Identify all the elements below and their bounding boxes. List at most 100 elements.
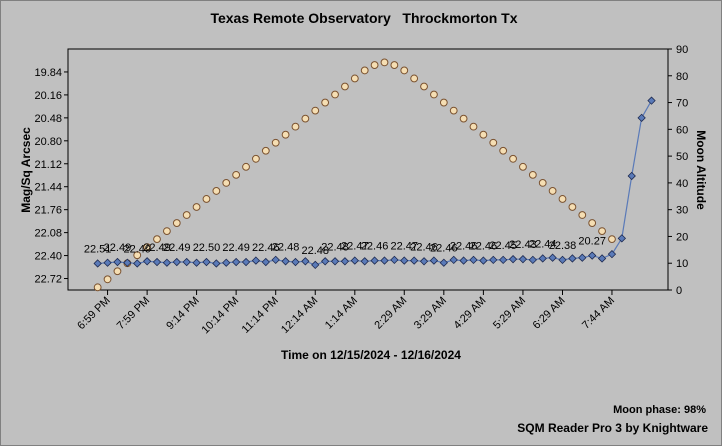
sqm-point: [222, 258, 231, 267]
y2-tick-label: 20: [676, 231, 688, 243]
sqm-point: [390, 255, 399, 265]
moon-altitude-point: [133, 251, 142, 260]
y2-axis-title: Moon Altitude: [694, 130, 708, 210]
sqm-point: [291, 257, 300, 267]
sqm-point: [301, 257, 310, 266]
moon-altitude-point: [578, 211, 587, 219]
sqm-point: [271, 255, 280, 265]
y-tick-label: 22.72: [34, 274, 62, 286]
x-tick-label: 4:29 AM: [451, 295, 488, 332]
sqm-point: [330, 257, 340, 266]
sqm-point: [548, 253, 557, 262]
sqm-point: [231, 257, 241, 267]
sqm-data-label: 22.47: [390, 241, 418, 253]
sqm-data-label: 22.50: [193, 242, 221, 254]
sqm-point: [528, 255, 538, 265]
x-axis-title: Time on 12/15/2024 - 12/16/2024: [281, 348, 461, 362]
sqm-point: [489, 255, 498, 265]
moon-altitude-point: [469, 122, 478, 131]
sqm-point: [93, 259, 102, 268]
moon-altitude-point: [598, 227, 606, 235]
moon-altitude-point: [489, 138, 498, 147]
moon-altitude-series: [93, 58, 616, 292]
sqm-point: [261, 257, 270, 267]
sqm-point: [202, 257, 211, 267]
moon-altitude-point: [311, 106, 320, 115]
x-tick-label: 9:14 PM: [164, 295, 201, 332]
moon-altitude-point: [172, 219, 181, 227]
sqm-point: [538, 254, 547, 263]
y2-tick-label: 80: [676, 71, 688, 83]
moon-altitude-point: [212, 187, 221, 195]
sqm-point: [241, 257, 251, 267]
sqm-point: [419, 257, 429, 266]
sqm-point: [459, 256, 468, 265]
moon-phase-text: Moon phase: 98%: [613, 404, 706, 416]
moon-altitude-point: [93, 283, 102, 292]
sqm-data-label: 22.49: [104, 242, 132, 254]
moon-altitude-point: [341, 82, 349, 91]
x-tick-label: 3:29 AM: [412, 295, 449, 332]
moon-altitude-point: [439, 98, 448, 107]
sqm-point: [588, 251, 597, 260]
sqm-point: [251, 256, 261, 265]
y-tick-label: 21.12: [34, 159, 62, 171]
moon-altitude-point: [430, 90, 438, 99]
sqm-point: [320, 257, 330, 266]
software-credit: SQM Reader Pro 3 by Knightware: [517, 421, 708, 435]
sqm-data-label: 20.27: [578, 236, 606, 248]
y2-tick-label: 60: [676, 124, 688, 136]
sqm-point: [281, 257, 290, 266]
moon-altitude-point: [153, 235, 161, 244]
moon-altitude-point: [410, 74, 419, 83]
moon-altitude-point: [459, 114, 468, 123]
sqm-data-label: 22.45: [489, 240, 517, 252]
moon-altitude-point: [242, 162, 250, 171]
sqm-point: [311, 260, 320, 270]
moon-altitude-point: [568, 203, 577, 211]
y-axis-title: Mag/Sq Arcsec: [19, 127, 33, 213]
y2-tick-label: 70: [676, 98, 688, 110]
y2-tick-label: 0: [676, 285, 682, 297]
x-tick-label: 10:14 PM: [199, 295, 241, 337]
sqm-point: [133, 259, 142, 268]
y-tick-label: 21.44: [34, 182, 62, 194]
sqm-data-label: 22.48: [321, 241, 349, 253]
moon-altitude-point: [390, 61, 399, 69]
x-tick-label: 6:29 AM: [531, 295, 568, 332]
plot-area: [67, 48, 669, 291]
sqm-point: [439, 258, 448, 267]
moon-altitude-point: [608, 235, 616, 244]
moon-altitude-point: [281, 130, 290, 139]
sqm-point: [370, 256, 379, 265]
moon-altitude-point: [301, 114, 310, 123]
y2-tick-label: 10: [676, 258, 688, 270]
moon-altitude-point: [252, 154, 260, 163]
y2-axis-ticks: 0 10 20 30 40 50 60 70 80 90: [668, 44, 688, 297]
moon-altitude-point: [360, 66, 369, 75]
sqm-data-label: 22.49: [163, 242, 191, 254]
sqm-point: [449, 255, 458, 265]
x-tick-label: 7:44 AM: [580, 295, 617, 332]
moon-altitude-point: [192, 203, 201, 211]
sqm-point: [597, 254, 607, 263]
moon-altitude-point: [321, 98, 330, 107]
sqm-point: [152, 257, 162, 267]
sqm-data-label: 22.51: [84, 243, 112, 255]
sqm-point: [607, 249, 617, 259]
moon-altitude-point: [370, 61, 379, 69]
sqm-data-label: 22.46: [410, 241, 438, 253]
moon-altitude-point: [182, 211, 191, 219]
moon-altitude-point: [548, 187, 557, 195]
moon-altitude-point: [143, 243, 152, 252]
y-tick-label: 22.40: [34, 251, 62, 263]
y2-tick-label: 30: [676, 205, 688, 217]
y-tick-label: 20.80: [34, 136, 62, 148]
sqm-data-label: 22.44: [529, 238, 557, 250]
sqm-data-label: 22.49: [143, 242, 171, 254]
sqm-point: [350, 256, 359, 265]
moon-altitude-point: [113, 267, 122, 276]
moon-altitude-point: [331, 90, 339, 99]
